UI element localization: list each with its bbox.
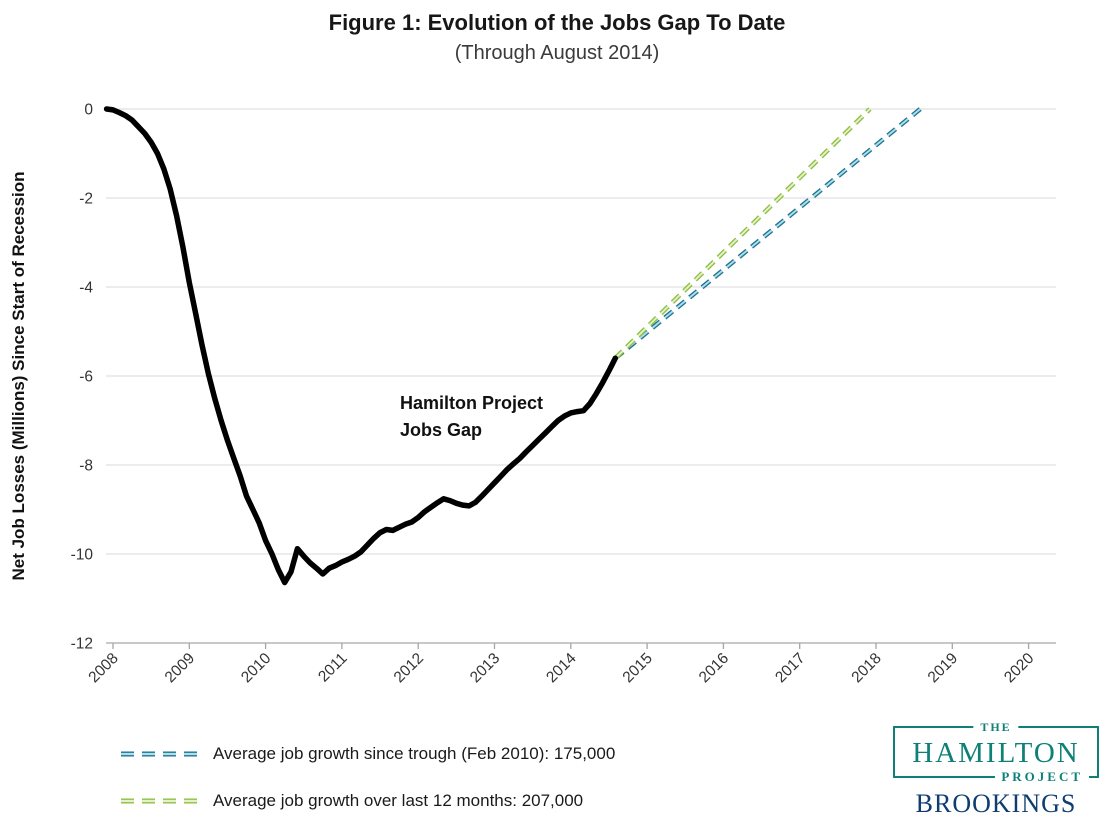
x-tick-label: 2009: [162, 650, 198, 686]
logo-word-project: PROJECT: [995, 769, 1089, 785]
x-tick-label: 2010: [238, 650, 275, 687]
jobs-gap-annotation-line1: Hamilton Project: [400, 393, 544, 413]
x-tick-label: 2014: [543, 650, 580, 687]
jobs-gap-annotation-line2: Jobs Gap: [400, 420, 483, 440]
x-tick-label: 2019: [925, 650, 961, 686]
jobs-gap-annotation: Hamilton Project Jobs Gap: [400, 390, 543, 444]
projection-line-core: [614, 108, 921, 359]
logo-word-hamilton: HAMILTON: [912, 737, 1080, 769]
x-tick-label: 2015: [620, 650, 656, 686]
x-tick-label: 2020: [1001, 650, 1038, 687]
chart-subtitle: (Through August 2014): [454, 42, 660, 64]
y-tick-label: -10: [71, 547, 94, 564]
legend-label-12mo: Average job growth over last 12 months: …: [213, 791, 584, 810]
x-tick-label: 2011: [315, 650, 351, 686]
hamilton-project-logo: THE HAMILTON PROJECT BROOKINGS: [893, 720, 1099, 819]
y-tick-label: -12: [71, 636, 93, 653]
x-tick-label: 2017: [772, 650, 808, 686]
legend-item-12mo: Average job growth over last 12 months: …: [118, 789, 615, 813]
x-tick-label: 2013: [467, 650, 503, 686]
legend-item-trough: Average job growth since trough (Feb 201…: [118, 742, 615, 766]
projection-line-core: [614, 108, 871, 359]
jobs-gap-line: [103, 106, 619, 586]
chart-legend: Average job growth since trough (Feb 201…: [118, 742, 615, 831]
x-tick-label: 2016: [696, 650, 732, 686]
hamilton-logo-box: THE HAMILTON PROJECT: [893, 720, 1099, 785]
y-axis-title: Net Job Losses (Millions) Since Start of…: [9, 171, 28, 580]
chart-title: Figure 1: Evolution of the Jobs Gap To D…: [328, 10, 786, 35]
x-tick-label: 2008: [85, 650, 121, 686]
y-tick-label: -4: [79, 280, 93, 297]
y-tick-label: 0: [84, 102, 93, 119]
legend-dash-sample-trough: [121, 751, 203, 757]
y-tick-label: -6: [79, 369, 93, 386]
logo-word-the: THE: [973, 720, 1019, 735]
brookings-wordmark: BROOKINGS: [915, 789, 1077, 818]
legend-label-trough: Average job growth since trough (Feb 201…: [213, 744, 616, 763]
x-tick-label: 2012: [391, 650, 427, 686]
y-tick-label: -2: [79, 191, 93, 208]
legend-dash-sample-12mo: [121, 798, 203, 804]
y-tick-label: -8: [79, 458, 93, 475]
x-tick-label: 2018: [848, 650, 884, 686]
